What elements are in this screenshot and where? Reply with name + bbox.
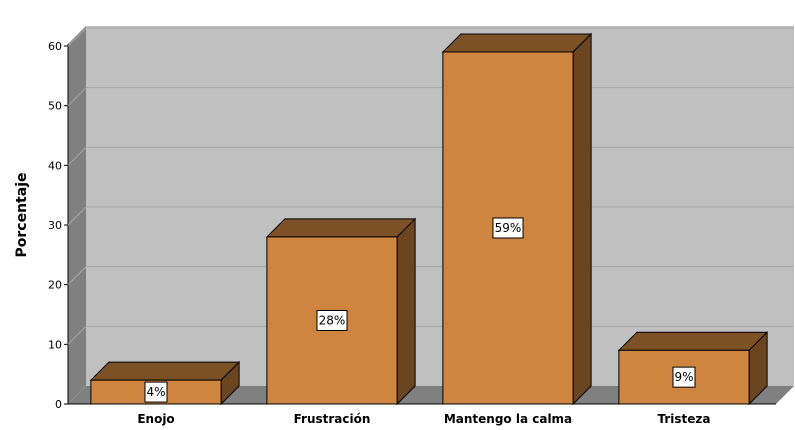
- y-tick-label: 20: [48, 279, 62, 292]
- gridlines: [67, 27, 794, 345]
- y-tick-label: 40: [48, 159, 62, 172]
- data-label: 59%: [492, 217, 524, 239]
- bar: 59%: [441, 32, 593, 406]
- bar-top: [89, 361, 241, 381]
- bar-top: [441, 33, 593, 53]
- gridline-wall: [67, 325, 87, 345]
- data-label-text: 59%: [495, 221, 522, 235]
- bar: 28%: [265, 217, 417, 406]
- gridline-wall: [67, 87, 87, 107]
- data-label: 28%: [316, 309, 348, 331]
- y-tick-label: 50: [48, 100, 62, 113]
- gridline-wall: [67, 146, 87, 166]
- bar: 4%: [89, 360, 241, 406]
- gridline-wall: [67, 266, 87, 286]
- y-tick-label: 60: [48, 40, 62, 53]
- y-tick-label: 10: [48, 338, 62, 351]
- x-tick-label: Mantengo la calma: [444, 412, 572, 426]
- data-label-text: 9%: [674, 370, 693, 384]
- y-tick-label: 30: [48, 219, 62, 232]
- data-label-box: [672, 366, 696, 388]
- bar-top: [617, 331, 769, 351]
- x-tick-label: Tristeza: [658, 412, 711, 426]
- gridline-wall: [67, 206, 87, 226]
- bar: 9%: [617, 331, 769, 406]
- bar-side: [572, 32, 592, 406]
- x-tick-label: Frustración: [294, 412, 371, 426]
- y-axis-title: Porcentaje: [14, 173, 30, 258]
- y-tick-label: 0: [55, 398, 62, 411]
- data-label-box: [144, 381, 168, 403]
- bar-top: [265, 218, 417, 238]
- x-axis-categories: Enojo Frustración Mantengo la calma Tristez…: [137, 412, 710, 426]
- plot-left-wall: [68, 26, 86, 404]
- data-label: 9%: [672, 366, 696, 388]
- data-label-box: [492, 217, 524, 239]
- bars: 4% 28% 59% 9%: [89, 32, 769, 406]
- y-axis-ticks: 0 10 20 30 40 50 60: [48, 40, 68, 411]
- data-label-box: [316, 309, 348, 331]
- x-tick-label: Enojo: [137, 412, 174, 426]
- data-label-text: 28%: [319, 313, 346, 327]
- data-label: 4%: [144, 381, 168, 403]
- data-label-text: 4%: [146, 385, 165, 399]
- bar-side: [396, 217, 416, 406]
- plot-floor: [68, 386, 794, 404]
- gridline-wall: [67, 27, 87, 47]
